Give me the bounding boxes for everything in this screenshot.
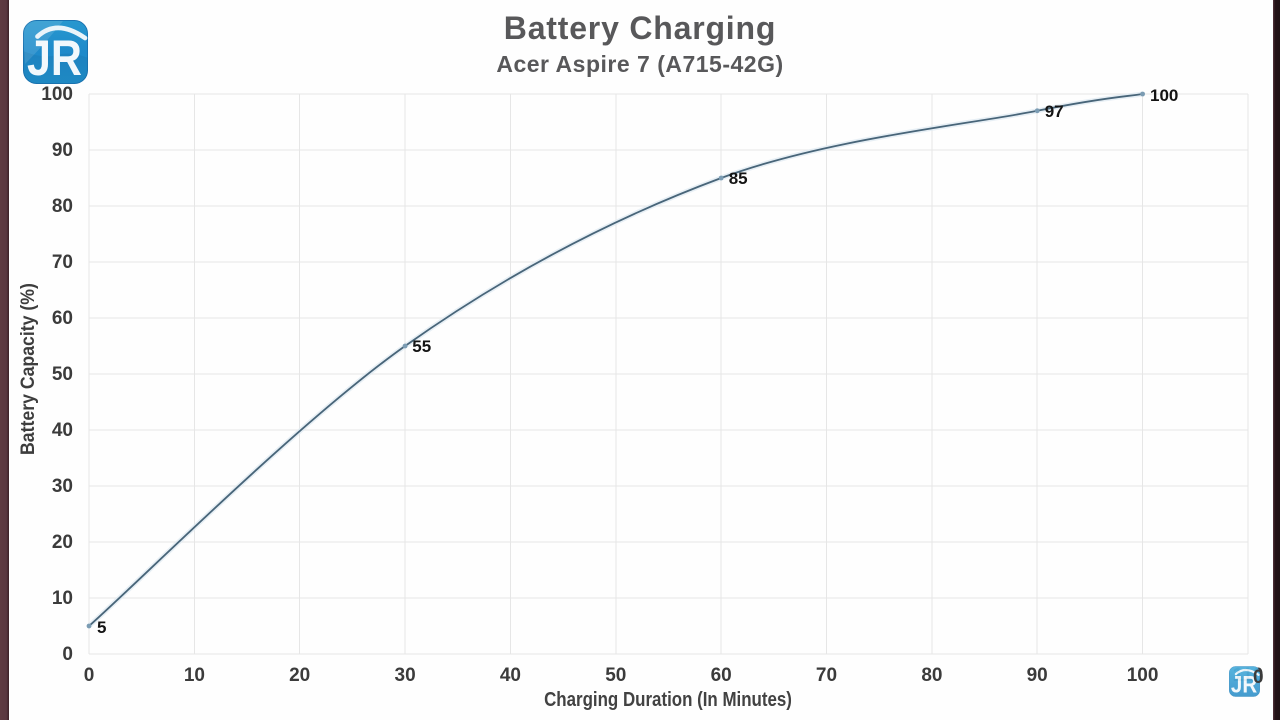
svg-text:JR: JR [27, 30, 82, 84]
svg-text:JR: JR [1231, 671, 1257, 698]
